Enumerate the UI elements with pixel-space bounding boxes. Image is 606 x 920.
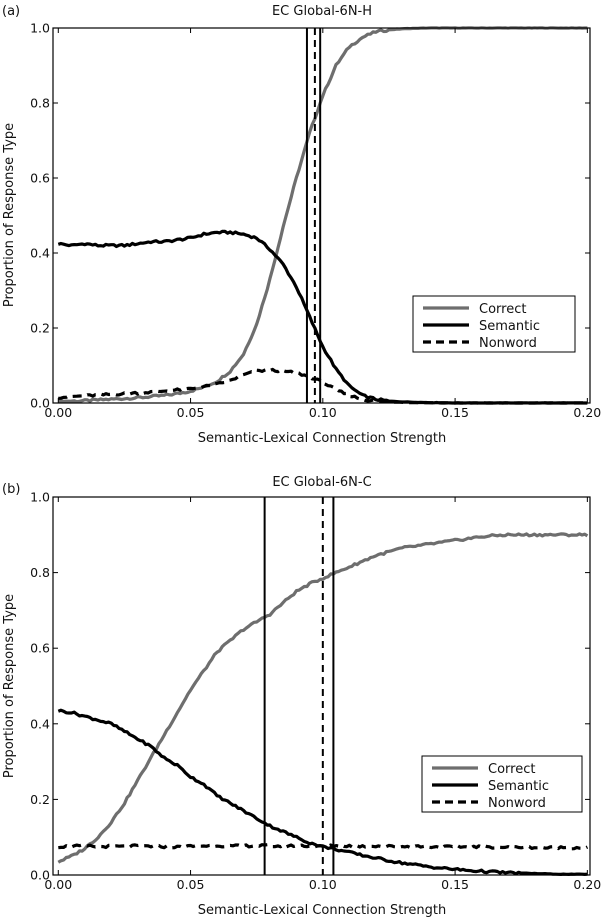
y-tick-label: 0.4 [30, 716, 50, 731]
panel-label: (b) [2, 482, 20, 497]
legend-label-semantic: Semantic [488, 779, 549, 794]
y-tick-label: 0.0 [30, 868, 50, 883]
axes-frame [52, 496, 591, 876]
x-tick-label: 0.15 [441, 877, 469, 892]
legend-label-semantic: Semantic [479, 319, 540, 334]
x-tick-label: 0.10 [309, 405, 337, 420]
y-tick-label: 0.2 [30, 792, 50, 807]
chart-title: EC Global-6N-H [272, 4, 372, 19]
x-tick-label: 0.20 [573, 405, 601, 420]
plot-area: 0.00 0.05 0.10 0.15 0.20 0.0 0.2 0.4 0.6 0.8 1.0 Co… [30, 21, 601, 421]
y-tick-label: 0.6 [30, 641, 50, 656]
y-tick-label: 1.0 [30, 21, 50, 36]
y-tick-label: 0.8 [30, 565, 50, 580]
legend: Correct Semantic Nonword [421, 755, 583, 813]
axes-frame [52, 27, 591, 404]
legend-label-correct: Correct [479, 302, 526, 317]
y-tick-label: 0.4 [30, 246, 50, 261]
legend-label-correct: Correct [488, 762, 535, 777]
plot-area: 0.00 0.05 0.10 0.15 0.20 0.0 0.2 0.4 0.6 0.8 1.0 Co… [30, 490, 601, 893]
y-axis-label: Proportion of Response Type [2, 123, 17, 307]
y-tick-label: 1.0 [30, 490, 50, 505]
panel-label: (a) [2, 4, 20, 19]
chart-title: EC Global-6N-C [272, 475, 371, 490]
panel-b: (b) EC Global-6N-C Semantic-Lexical Conn… [2, 475, 601, 918]
legend-label-nonword: Nonword [488, 796, 546, 811]
x-tick-label: 0.20 [573, 877, 601, 892]
x-tick-label: 0.15 [441, 405, 469, 420]
x-axis-label: Semantic-Lexical Connection Strength [198, 903, 447, 918]
legend-label-nonword: Nonword [479, 336, 537, 351]
panel-a: (a) EC Global-6N-H Semantic-Lexical Conn… [2, 4, 601, 446]
legend: Correct Semantic Nonword [412, 295, 576, 353]
x-tick-label: 0.00 [44, 405, 72, 420]
y-tick-label: 0.2 [30, 321, 50, 336]
x-tick-label: 0.05 [177, 877, 205, 892]
x-tick-label: 0.10 [309, 877, 337, 892]
x-axis-label: Semantic-Lexical Connection Strength [198, 431, 447, 446]
x-tick-label: 0.00 [44, 877, 72, 892]
y-tick-label: 0.6 [30, 171, 50, 186]
series-line-correct [57, 532, 589, 864]
x-tick-label: 0.05 [177, 405, 205, 420]
y-axis-label: Proportion of Response Type [2, 594, 17, 778]
y-tick-label: 0.0 [30, 396, 50, 411]
y-tick-label: 0.8 [30, 96, 50, 111]
